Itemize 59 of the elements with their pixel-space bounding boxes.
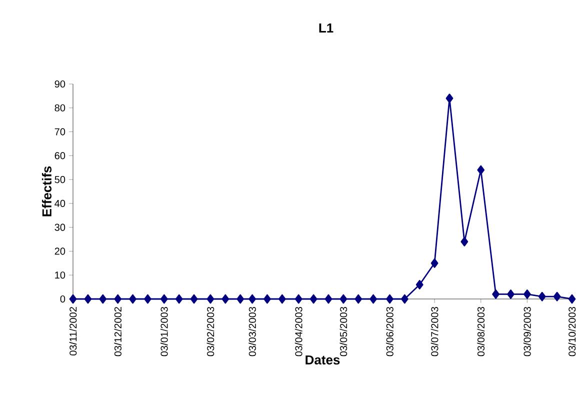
point: [99, 294, 107, 304]
x-tick-label: 03/04/2003: [294, 306, 302, 356]
point: [460, 236, 468, 246]
point: [278, 294, 286, 304]
point: [340, 294, 348, 304]
point: [144, 294, 152, 304]
y-axis-title: Effectifs: [42, 166, 52, 216]
y-tick-label: 0: [60, 295, 66, 303]
point: [354, 294, 362, 304]
point: [324, 294, 332, 304]
point: [84, 294, 92, 304]
point: [236, 294, 244, 304]
x-tick-label: 03/03/2003: [248, 306, 256, 356]
point: [538, 292, 546, 302]
y-tick-label: 50: [54, 176, 66, 184]
point: [386, 294, 394, 304]
point: [160, 294, 168, 304]
point: [69, 294, 77, 304]
point: [568, 294, 576, 304]
point: [553, 292, 561, 302]
x-tick-label: 03/05/2003: [340, 306, 348, 356]
x-tick-label: 03/10/2003: [568, 306, 576, 356]
y-tick-label: 70: [54, 128, 66, 136]
point: [264, 294, 271, 304]
point: [477, 165, 485, 175]
chart-title: L1: [319, 24, 334, 32]
point: [175, 294, 183, 304]
x-tick-label: 03/12/2002: [114, 307, 122, 356]
point: [114, 294, 122, 304]
point: [400, 294, 408, 304]
point: [416, 280, 424, 290]
y-tick-label: 30: [54, 224, 66, 231]
point: [129, 294, 136, 304]
y-tick-label: 90: [54, 80, 66, 88]
y-tick-label: 80: [54, 104, 66, 112]
x-tick-label: 03/06/2003: [386, 306, 394, 356]
point: [492, 290, 500, 299]
point: [507, 290, 514, 299]
x-tick-label: 03/08/2003: [477, 306, 485, 356]
point: [222, 294, 230, 304]
point: [294, 294, 302, 304]
y-tick-label: 40: [54, 200, 66, 207]
point: [248, 294, 256, 304]
x-tick-label: 03/01/2003: [160, 306, 168, 356]
point: [370, 294, 377, 304]
point: [190, 294, 198, 304]
point: [446, 94, 454, 104]
y-tick-label: 10: [55, 272, 66, 279]
y-tick-label: 60: [54, 152, 66, 160]
point: [523, 290, 531, 299]
x-tick-label: 03/09/2003: [524, 306, 531, 356]
x-tick-label: 03/11/2002: [69, 307, 77, 356]
point: [206, 294, 214, 304]
x-tick-label: 03/07/2003: [430, 306, 438, 356]
point: [310, 294, 318, 304]
x-axis-title: Dates: [306, 355, 340, 365]
point: [430, 258, 438, 268]
y-tick-label: 20: [54, 248, 66, 255]
x-tick-label: 03/02/2003: [206, 306, 214, 356]
